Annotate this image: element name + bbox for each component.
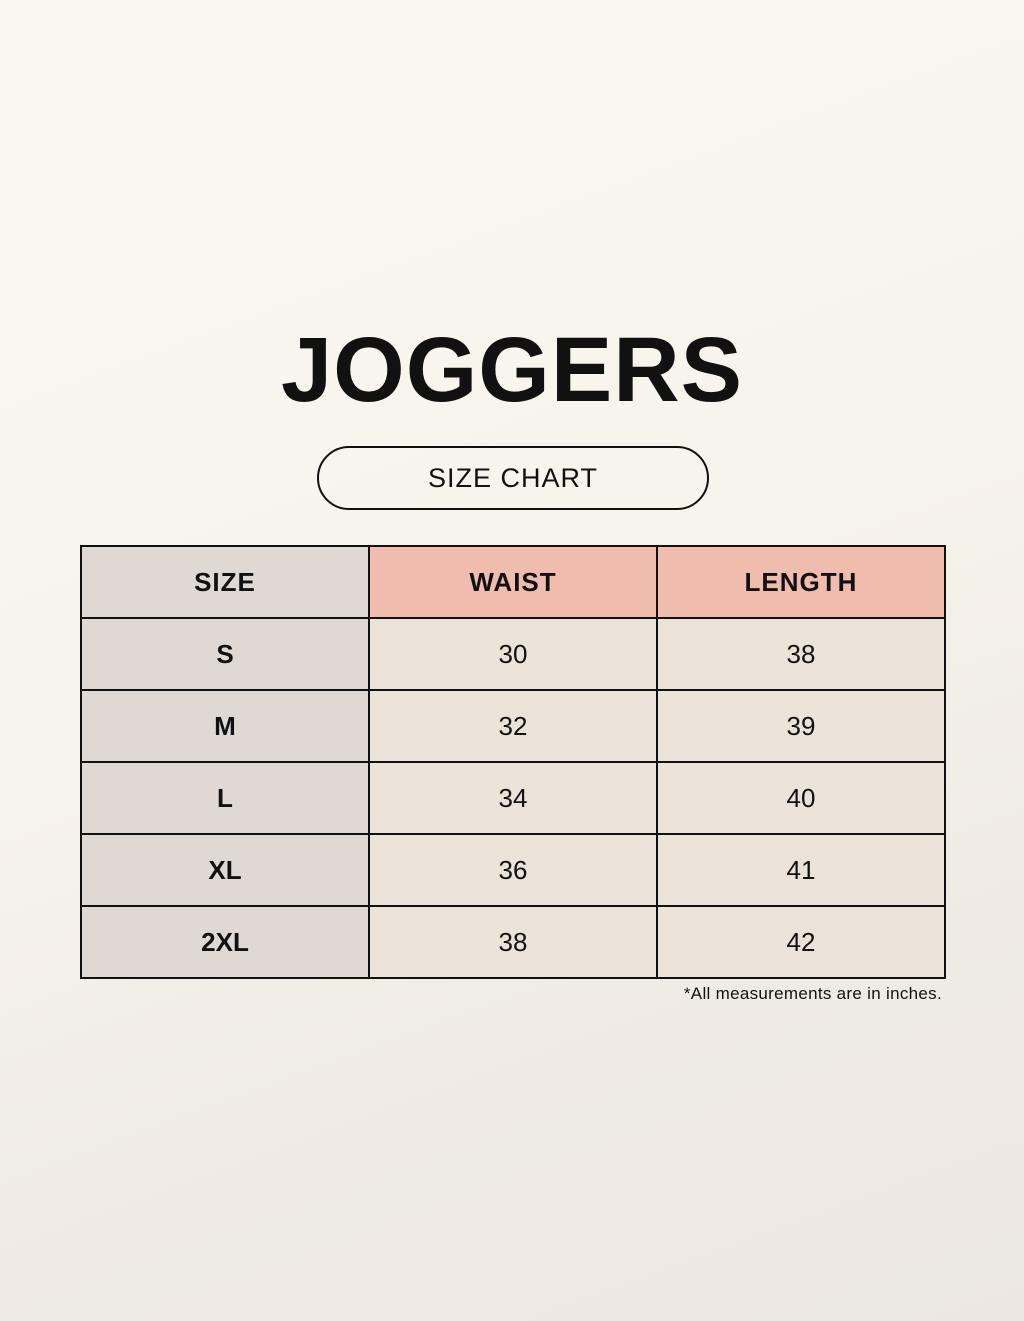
cell-size: S — [80, 617, 370, 691]
table-row: XL 36 41 — [80, 833, 946, 907]
table-row: 2XL 38 42 — [80, 905, 946, 979]
cell-length: 38 — [656, 617, 946, 691]
cell-length: 41 — [656, 833, 946, 907]
cell-length: 40 — [656, 761, 946, 835]
cell-size: M — [80, 689, 370, 763]
cell-waist: 30 — [368, 617, 658, 691]
page-title: JOGGERS — [280, 319, 743, 421]
cell-waist: 38 — [368, 905, 658, 979]
header-length: LENGTH — [656, 545, 946, 619]
table-header-row: SIZE WAIST LENGTH — [80, 545, 946, 619]
cell-size: L — [80, 761, 370, 835]
measurement-note: *All measurements are in inches. — [683, 984, 942, 1003]
cell-length: 39 — [656, 689, 946, 763]
table-row: S 30 38 — [80, 617, 946, 691]
cell-length: 42 — [656, 905, 946, 979]
cell-size: XL — [80, 833, 370, 907]
cell-waist: 36 — [368, 833, 658, 907]
table-row: M 32 39 — [80, 689, 946, 763]
cell-waist: 32 — [368, 689, 658, 763]
header-waist: WAIST — [368, 545, 658, 619]
size-chart-badge: SIZE CHART — [317, 446, 709, 510]
header-size: SIZE — [80, 545, 370, 619]
cell-size: 2XL — [80, 905, 370, 979]
size-table: SIZE WAIST LENGTH S 30 38 M 32 39 L 34 40 XL 36 41 2… — [80, 545, 946, 979]
cell-waist: 34 — [368, 761, 658, 835]
table-row: L 34 40 — [80, 761, 946, 835]
